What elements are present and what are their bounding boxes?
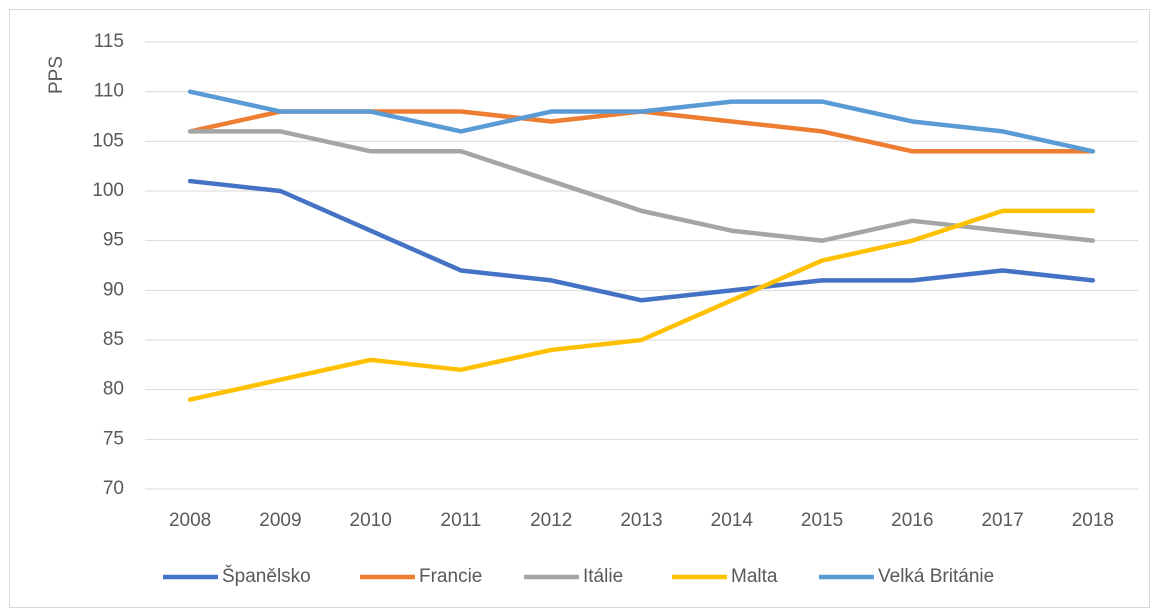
x-tick-label: 2014 (711, 510, 754, 531)
x-tick-label: 2013 (620, 510, 662, 531)
legend-label: Velká Británie (878, 566, 994, 587)
legend-label: Itálie (583, 566, 623, 587)
x-tick-label: 2009 (259, 510, 301, 531)
y-tick-label: 80 (103, 379, 124, 400)
y-tick-label: 70 (103, 478, 124, 499)
x-tick-label: 2008 (169, 510, 211, 531)
series-line (187, 178, 1096, 303)
y-tick-label: 75 (103, 428, 124, 449)
y-axis-label: PPS (46, 56, 67, 94)
series-line (187, 129, 1096, 243)
y-tick-label: 95 (103, 230, 124, 251)
y-tick-label: 115 (94, 31, 124, 52)
series-line (187, 89, 1096, 154)
legend-label: Francie (419, 566, 482, 587)
x-tick-label: 2015 (801, 510, 843, 531)
legend-label: Španělsko (222, 565, 311, 587)
series-line (187, 208, 1096, 402)
y-tick-label: 100 (92, 180, 124, 201)
x-tick-label: 2016 (891, 510, 933, 531)
x-tick-label: 2018 (1072, 510, 1114, 531)
x-tick-label: 2017 (981, 510, 1023, 531)
y-tick-label: 105 (92, 130, 124, 151)
x-tick-label: 2012 (530, 510, 572, 531)
x-tick-label: 2010 (350, 510, 392, 531)
legend-label: Malta (731, 566, 778, 587)
y-tick-label: 110 (94, 81, 124, 102)
chart-frame (9, 9, 1150, 608)
x-tick-label: 2011 (441, 510, 482, 531)
y-tick-label: 90 (103, 279, 124, 300)
y-tick-label: 85 (103, 329, 124, 350)
